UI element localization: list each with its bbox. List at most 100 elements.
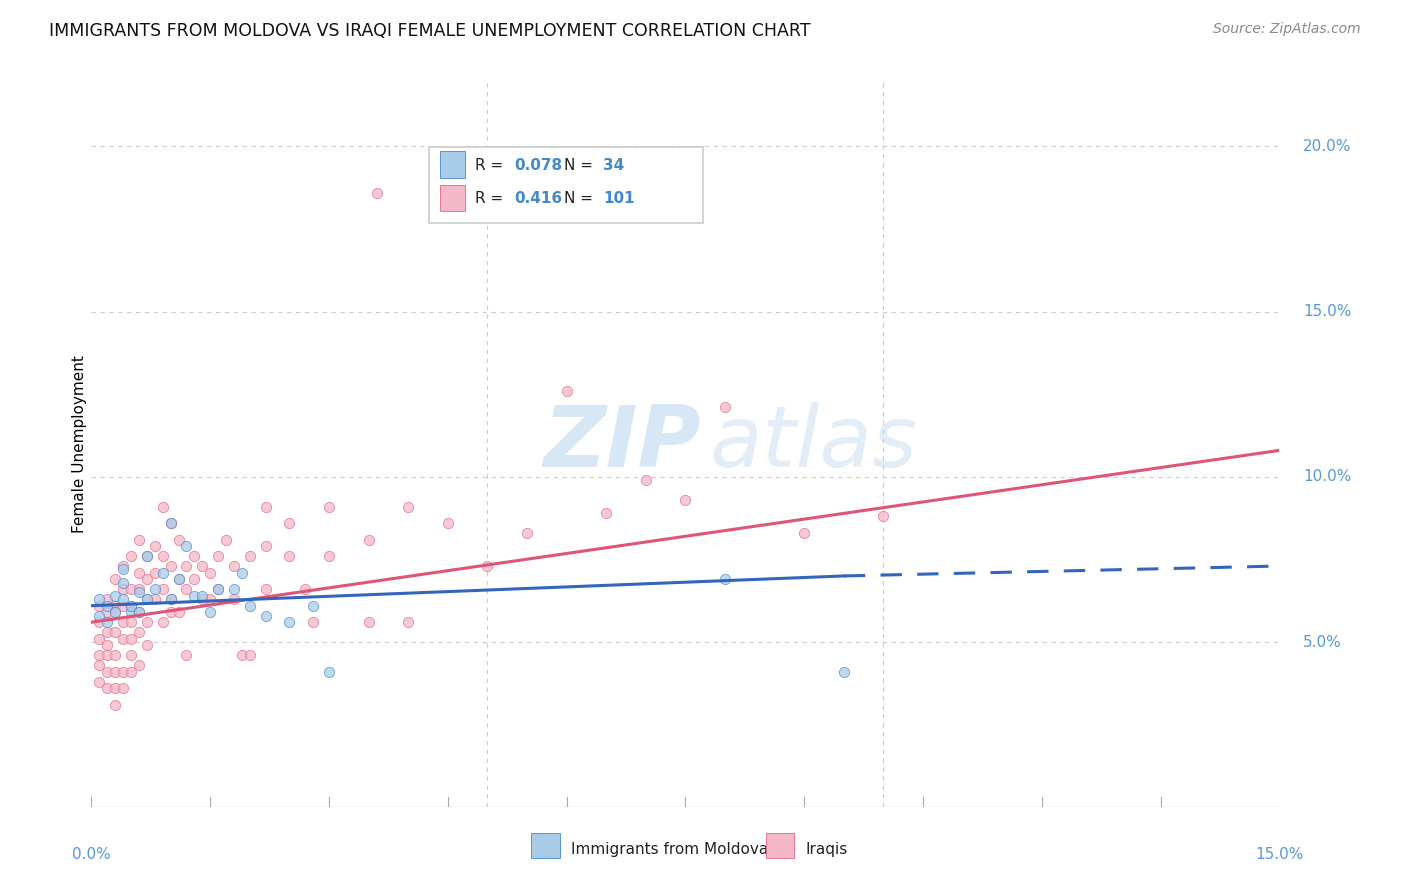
Text: 15.0%: 15.0% bbox=[1303, 304, 1351, 319]
Point bbox=[152, 500, 174, 514]
Point bbox=[357, 533, 380, 547]
Point bbox=[128, 582, 150, 596]
Text: 101: 101 bbox=[603, 192, 634, 206]
Point bbox=[555, 384, 578, 398]
Point bbox=[135, 638, 157, 652]
Point bbox=[135, 592, 157, 607]
Text: N =: N = bbox=[564, 158, 598, 172]
Point bbox=[436, 516, 458, 530]
Point bbox=[231, 648, 253, 663]
Point bbox=[112, 559, 135, 574]
Point bbox=[477, 559, 499, 574]
Text: Immigrants from Moldova: Immigrants from Moldova bbox=[571, 842, 768, 856]
Point bbox=[112, 575, 135, 590]
Point bbox=[793, 526, 815, 541]
Point bbox=[143, 566, 166, 580]
Point bbox=[89, 658, 111, 673]
Point bbox=[143, 592, 166, 607]
Text: R =: R = bbox=[475, 192, 509, 206]
Point bbox=[673, 492, 696, 507]
Point bbox=[832, 665, 855, 679]
Point bbox=[239, 599, 262, 613]
Point bbox=[112, 681, 135, 696]
Point bbox=[104, 681, 127, 696]
Point bbox=[128, 585, 150, 599]
Point bbox=[96, 599, 118, 613]
Text: atlas: atlas bbox=[709, 402, 917, 485]
Point bbox=[302, 599, 325, 613]
Point bbox=[143, 539, 166, 553]
Point bbox=[176, 582, 198, 596]
Point bbox=[159, 605, 181, 619]
Point bbox=[278, 615, 301, 630]
Point bbox=[112, 582, 135, 596]
Point bbox=[152, 566, 174, 580]
Point bbox=[152, 549, 174, 563]
Point bbox=[104, 648, 127, 663]
Point bbox=[112, 632, 135, 646]
Point bbox=[278, 549, 301, 563]
Point bbox=[176, 559, 198, 574]
Point bbox=[89, 632, 111, 646]
Point bbox=[112, 592, 135, 607]
Point bbox=[516, 526, 538, 541]
Point bbox=[183, 572, 205, 586]
Point bbox=[222, 582, 245, 596]
Point bbox=[120, 648, 142, 663]
Point bbox=[128, 605, 150, 619]
Point bbox=[159, 516, 181, 530]
Point bbox=[104, 599, 127, 613]
Point bbox=[254, 582, 277, 596]
Point bbox=[183, 589, 205, 603]
Point bbox=[318, 549, 340, 563]
Text: 20.0%: 20.0% bbox=[1303, 139, 1351, 153]
Point bbox=[128, 533, 150, 547]
Text: Iraqis: Iraqis bbox=[806, 842, 848, 856]
Point bbox=[135, 549, 157, 563]
Point bbox=[207, 582, 229, 596]
Point bbox=[159, 516, 181, 530]
Point bbox=[254, 539, 277, 553]
Point bbox=[135, 592, 157, 607]
Point bbox=[89, 648, 111, 663]
Text: N =: N = bbox=[564, 192, 598, 206]
Text: Source: ZipAtlas.com: Source: ZipAtlas.com bbox=[1213, 22, 1361, 37]
Point bbox=[191, 592, 214, 607]
Point bbox=[96, 592, 118, 607]
Point bbox=[104, 605, 127, 619]
Text: 0.0%: 0.0% bbox=[72, 847, 111, 862]
Point bbox=[159, 559, 181, 574]
Point bbox=[318, 665, 340, 679]
Point bbox=[167, 533, 190, 547]
Point bbox=[89, 592, 111, 607]
Point bbox=[634, 473, 657, 487]
Point bbox=[396, 500, 419, 514]
Point bbox=[112, 599, 135, 613]
Point bbox=[135, 572, 157, 586]
Text: 34: 34 bbox=[603, 158, 624, 172]
Point bbox=[183, 549, 205, 563]
Point bbox=[396, 615, 419, 630]
Point bbox=[104, 589, 127, 603]
Point bbox=[120, 605, 142, 619]
Point bbox=[207, 582, 229, 596]
Point bbox=[104, 625, 127, 640]
Point bbox=[167, 572, 190, 586]
Text: IMMIGRANTS FROM MOLDOVA VS IRAQI FEMALE UNEMPLOYMENT CORRELATION CHART: IMMIGRANTS FROM MOLDOVA VS IRAQI FEMALE … bbox=[49, 22, 811, 40]
Point bbox=[104, 698, 127, 712]
Point bbox=[714, 572, 737, 586]
Point bbox=[159, 592, 181, 607]
Point bbox=[128, 625, 150, 640]
Point bbox=[714, 401, 737, 415]
Point bbox=[231, 566, 253, 580]
Point bbox=[120, 599, 142, 613]
Point bbox=[215, 533, 238, 547]
Point bbox=[239, 648, 262, 663]
Point bbox=[152, 582, 174, 596]
Point bbox=[595, 506, 617, 520]
Point bbox=[167, 605, 190, 619]
Point bbox=[96, 638, 118, 652]
Text: Female Unemployment: Female Unemployment bbox=[72, 355, 87, 533]
Point bbox=[89, 615, 111, 630]
Point bbox=[302, 615, 325, 630]
